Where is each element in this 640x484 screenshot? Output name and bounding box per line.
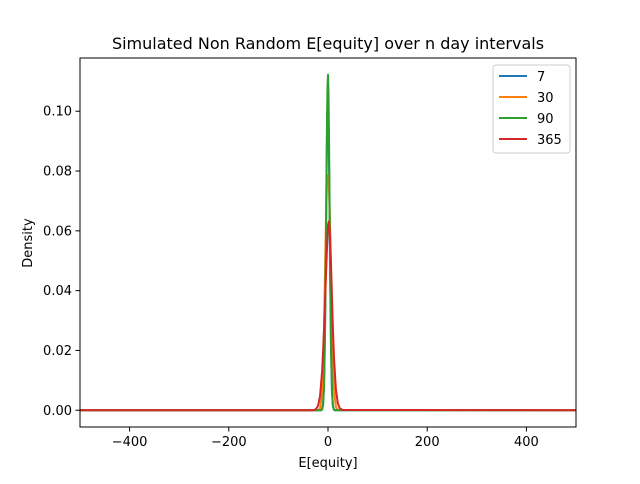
legend-label-90: 90 <box>537 112 554 127</box>
series-line-90 <box>80 73 576 412</box>
chart-title: Simulated Non Random E[equity] over n da… <box>112 34 544 53</box>
x-tick-label: 200 <box>415 435 440 450</box>
x-axis: −400 −200 0 200 400 <box>112 427 539 450</box>
legend-label-30: 30 <box>537 91 554 106</box>
legend: 7 30 90 365 <box>492 64 571 154</box>
y-tick-label: 0.06 <box>43 224 72 239</box>
y-tick-label: 0.02 <box>43 344 72 359</box>
y-tick-label: 0.00 <box>43 404 72 419</box>
y-axis-label: Density <box>21 218 36 268</box>
y-tick-label: 0.10 <box>43 105 72 120</box>
y-tick-label: 0.04 <box>43 284 72 299</box>
legend-label-7: 7 <box>537 70 545 85</box>
series-layer <box>80 73 576 412</box>
x-tick-label: 0 <box>324 435 332 450</box>
series-line-365 <box>80 220 576 412</box>
legend-label-365: 365 <box>537 133 562 148</box>
legend-frame <box>492 64 571 154</box>
series-line-30 <box>80 174 576 412</box>
y-axis: 0.00 0.02 0.04 0.06 0.08 0.10 <box>43 105 80 419</box>
x-tick-label: −200 <box>211 435 247 450</box>
x-tick-label: −400 <box>112 435 148 450</box>
y-tick-label: 0.08 <box>43 165 72 180</box>
x-axis-label: E[equity] <box>298 456 357 471</box>
x-tick-label: 400 <box>514 435 539 450</box>
